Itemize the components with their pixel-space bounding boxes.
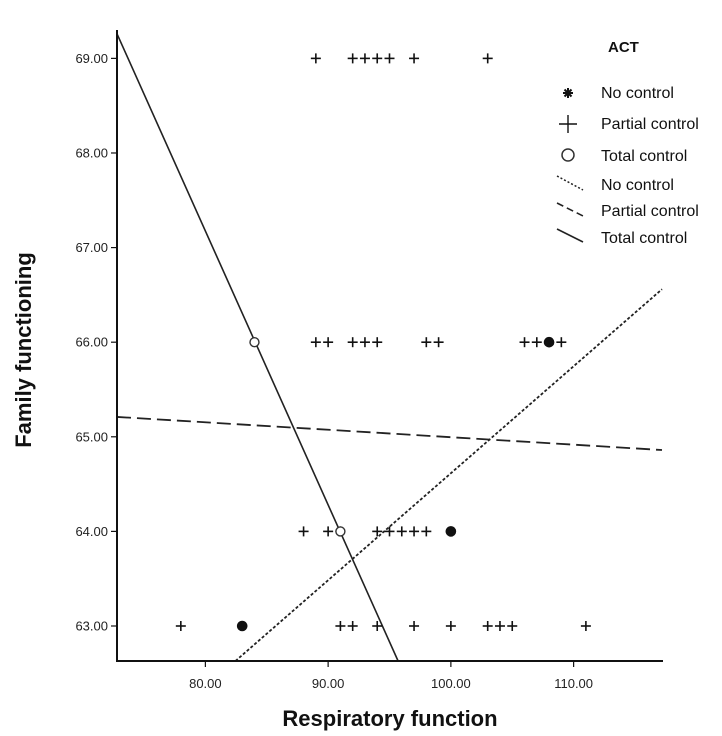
x-tick-label: 80.00	[189, 676, 222, 691]
point-partial-control	[409, 53, 420, 64]
point-partial-control	[519, 337, 530, 348]
point-partial-control	[482, 53, 493, 64]
y-tick-label: 67.00	[75, 240, 108, 255]
point-partial-control	[409, 526, 420, 537]
point-partial-control	[372, 620, 383, 631]
point-partial-control	[347, 620, 358, 631]
legend-title: ACT	[608, 39, 639, 56]
x-tick-label: 110.00	[554, 676, 593, 691]
legend-label: No control	[601, 177, 674, 194]
point-partial-control	[433, 337, 444, 348]
point-partial-control	[372, 526, 383, 537]
point-partial-control	[445, 526, 456, 537]
point-partial-control	[421, 337, 432, 348]
axes: 80.00 90.00 100.00 110.00 63.00 64.00 65.00 66…	[75, 30, 663, 691]
point-partial-control	[482, 620, 493, 631]
point-partial-control	[310, 53, 321, 64]
point-partial-control	[359, 53, 370, 64]
x-ticks: 80.00 90.00 100.00 110.00	[189, 661, 593, 691]
point-partial-control	[396, 526, 407, 537]
point-partial-control	[384, 53, 395, 64]
legend-solid-line-icon	[556, 228, 584, 243]
point-partial-control	[310, 337, 321, 348]
point-partial-control	[445, 620, 456, 631]
point-total-control	[249, 336, 260, 348]
point-partial-control	[298, 526, 309, 537]
point-partial-control	[323, 337, 334, 348]
point-partial-control	[544, 337, 555, 348]
point-partial-control	[347, 53, 358, 64]
legend-item-no-control-marker: No control	[563, 85, 674, 102]
point-partial-control	[507, 620, 518, 631]
point-partial-control	[347, 337, 358, 348]
legend-label: Total control	[601, 230, 687, 247]
point-partial-control	[580, 620, 591, 631]
y-tick-label: 65.00	[75, 429, 108, 444]
legend-circle-icon	[561, 148, 575, 162]
point-partial-control	[409, 620, 420, 631]
y-axis-title: Family functioning	[11, 252, 36, 448]
legend-item-partial-control-marker: Partial control	[559, 115, 699, 133]
point-partial-control	[359, 337, 370, 348]
legend-label: Partial control	[601, 203, 699, 220]
legend-label: Partial control	[601, 116, 699, 133]
y-tick-label: 69.00	[75, 51, 108, 66]
fit-lines	[116, 33, 663, 662]
legend-item-total-control-line: Total control	[556, 228, 687, 247]
point-partial-control	[323, 526, 334, 537]
fit-line-no-control	[234, 288, 663, 662]
legend-dotted-line-icon	[556, 175, 584, 191]
legend-dashed-line-icon	[556, 202, 584, 217]
y-tick-label: 68.00	[75, 145, 108, 160]
fit-line-partial-control	[116, 416, 663, 451]
point-partial-control	[335, 620, 346, 631]
point-partial-control	[237, 620, 248, 631]
x-tick-label: 90.00	[312, 676, 345, 691]
x-tick-label: 100.00	[431, 676, 471, 691]
legend-label: Total control	[601, 148, 687, 165]
legend-item-no-control-line: No control	[556, 175, 674, 194]
point-partial-control	[494, 620, 505, 631]
legend-label: No control	[601, 85, 674, 102]
legend-item-partial-control-line: Partial control	[556, 202, 699, 220]
x-axis-title: Respiratory function	[282, 706, 497, 731]
point-partial-control	[556, 337, 567, 348]
legend: ACT No control Partial control Total con…	[556, 39, 699, 247]
y-tick-label: 64.00	[75, 524, 108, 539]
point-partial-control	[384, 526, 395, 537]
point-partial-control	[372, 53, 383, 64]
data-points	[175, 53, 591, 632]
legend-star-icon	[563, 88, 573, 98]
legend-item-total-control-marker: Total control	[561, 148, 687, 165]
point-partial-control	[531, 337, 542, 348]
y-tick-label: 66.00	[75, 335, 108, 350]
y-tick-label: 63.00	[75, 618, 108, 633]
legend-plus-icon	[559, 115, 577, 133]
point-partial-control	[421, 526, 432, 537]
y-ticks: 63.00 64.00 65.00 66.00 67.00 68.00 69.00	[75, 51, 117, 633]
point-partial-control	[372, 337, 383, 348]
fit-line-total-control	[116, 33, 399, 662]
point-partial-control	[175, 620, 186, 631]
point-total-control	[335, 526, 346, 537]
